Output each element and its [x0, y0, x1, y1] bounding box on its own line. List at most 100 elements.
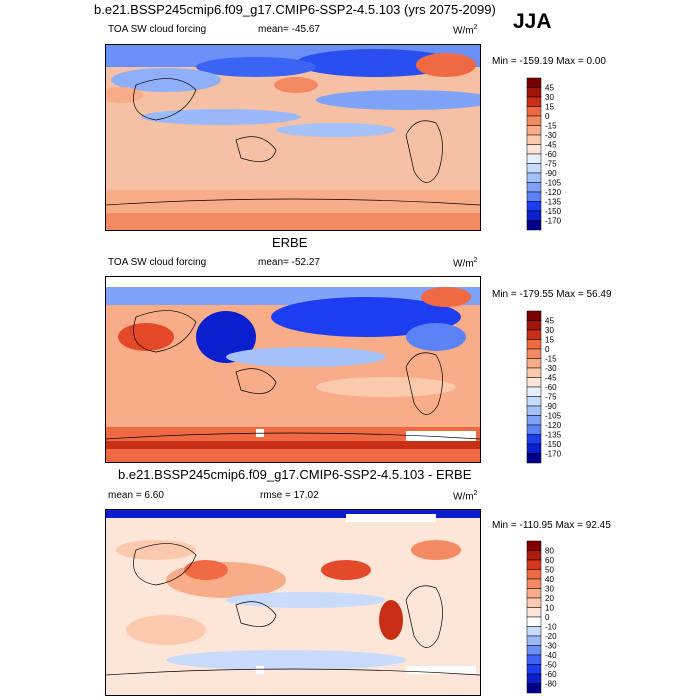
colorbar-box: [526, 153, 542, 164]
colorbar-box: [526, 115, 542, 126]
colorbar-tick-label: 45: [545, 84, 554, 93]
panel2-units: W/m2: [453, 257, 477, 269]
panel3-colorbar: 80 60 50 40 30 20 10 0 -10 -20 -30 -40 -50 -60 -80: [526, 540, 587, 694]
units-text: W/m: [453, 491, 474, 503]
colorbar-box: [526, 569, 542, 580]
colorbar-tick-label: -90: [545, 169, 557, 178]
colorbar-box: [526, 367, 542, 378]
colorbar-box: [526, 415, 542, 426]
colorbar-box: [526, 210, 542, 221]
colorbar-tick-label: -80: [545, 680, 557, 689]
colorbar-box: [526, 683, 542, 694]
colorbar-tick-label: 30: [545, 585, 554, 594]
colorbar-box: [526, 144, 542, 155]
colorbar-box: [526, 358, 542, 369]
colorbar-box: [526, 626, 542, 637]
colorbar-box: [526, 550, 542, 561]
colorbar-tick-label: 15: [545, 336, 554, 345]
panel1-field-label: TOA SW cloud forcing: [108, 24, 207, 35]
colorbar-tick-label: 60: [545, 556, 554, 565]
colorbar-tick-label: -60: [545, 150, 557, 159]
colorbar-tick-label: -120: [545, 188, 562, 197]
colorbar-tick-label: -120: [545, 421, 562, 430]
colorbar-box: [526, 377, 542, 388]
panel1-colorbar-svg: 4530150-15-30-45-60-75-90-105-120-135-15…: [526, 77, 562, 231]
colorbar-box: [526, 635, 542, 646]
colorbar-tick-label: -105: [545, 412, 562, 421]
colorbar-box: [526, 134, 542, 145]
colorbar-tick-label: 30: [545, 326, 554, 335]
colorbar-box: [526, 616, 542, 627]
colorbar-box: [526, 320, 542, 331]
colorbar-tick-label: -30: [545, 131, 557, 140]
panel2-minmax: Min = -179.55 Max = 56.49: [492, 289, 612, 300]
panel2-field-svg: [106, 277, 480, 462]
colorbar-tick-label: 30: [545, 93, 554, 102]
panel1-colorbar: 45 30 15 0 -15 -30 -45 -60 -75 -90 -105 -120 -135 -15…: [526, 77, 587, 231]
units-exponent: 2: [473, 257, 478, 264]
units-exponent: 2: [473, 490, 478, 497]
panel2-map: [105, 276, 481, 463]
colorbar-box: [526, 191, 542, 202]
colorbar-box: [526, 87, 542, 98]
colorbar-box: [526, 396, 542, 407]
colorbar-box: [526, 106, 542, 117]
colorbar-tick-label: -60: [545, 383, 557, 392]
panel3-rmse: rmse = 17.02: [260, 490, 319, 501]
colorbar-box: [526, 348, 542, 359]
colorbar-tick-label: 45: [545, 317, 554, 326]
colorbar-tick-label: -15: [545, 355, 557, 364]
colorbar-tick-label: -20: [545, 632, 557, 641]
panel3-title: b.e21.BSSP245cmip6.f09_g17.CMIP6-SSP2-4.…: [118, 467, 472, 482]
colorbar-tick-label: -170: [545, 450, 562, 459]
panel1-title: b.e21.BSSP245cmip6.f09_g17.CMIP6-SSP2-4.…: [94, 2, 496, 17]
colorbar-box: [526, 453, 542, 464]
colorbar-tick-label: 15: [545, 103, 554, 112]
colorbar-box: [526, 339, 542, 350]
colorbar-tick-label: -15: [545, 122, 557, 131]
colorbar-tick-label: -50: [545, 661, 557, 670]
panel1-units: W/m2: [453, 24, 477, 36]
colorbar-tick-label: -30: [545, 642, 557, 651]
colorbar-tick-label: -30: [545, 364, 557, 373]
colorbar-tick-label: 10: [545, 604, 554, 613]
colorbar-box: [526, 77, 542, 88]
colorbar-tick-label: 50: [545, 566, 554, 575]
panel2-field-label: TOA SW cloud forcing: [108, 257, 207, 268]
colorbar-box: [526, 125, 542, 136]
colorbar-box: [526, 645, 542, 656]
colorbar-tick-label: 20: [545, 594, 554, 603]
panel2-mean: mean= -52.27: [258, 257, 320, 268]
colorbar-tick-label: 0: [545, 112, 550, 121]
colorbar-box: [526, 96, 542, 107]
colorbar-tick-label: -90: [545, 402, 557, 411]
colorbar-box: [526, 405, 542, 416]
colorbar-tick-label: -75: [545, 160, 557, 169]
colorbar-tick-label: 0: [545, 613, 550, 622]
panel3-minmax: Min = -110.95 Max = 92.45: [492, 520, 611, 531]
colorbar-tick-label: -135: [545, 198, 562, 207]
colorbar-tick-label: -45: [545, 141, 557, 150]
units-text: W/m: [453, 25, 474, 37]
colorbar-box: [526, 220, 542, 231]
units-text: W/m: [453, 258, 474, 270]
colorbar-box: [526, 664, 542, 675]
season-label: JJA: [513, 10, 552, 33]
colorbar-box: [526, 424, 542, 435]
colorbar-tick-label: -150: [545, 440, 562, 449]
panel2-title: ERBE: [272, 235, 308, 250]
colorbar-box: [526, 588, 542, 599]
colorbar-box: [526, 386, 542, 397]
colorbar-tick-label: -75: [545, 393, 557, 402]
colorbar-box: [526, 578, 542, 589]
colorbar-tick-label: -170: [545, 217, 562, 226]
colorbar-box: [526, 172, 542, 183]
colorbar-box: [526, 201, 542, 212]
colorbar-tick-label: -40: [545, 651, 557, 660]
colorbar-tick-label: -45: [545, 374, 557, 383]
colorbar-box: [526, 310, 542, 321]
colorbar-box: [526, 434, 542, 445]
colorbar-box: [526, 329, 542, 340]
colorbar-box: [526, 540, 542, 551]
